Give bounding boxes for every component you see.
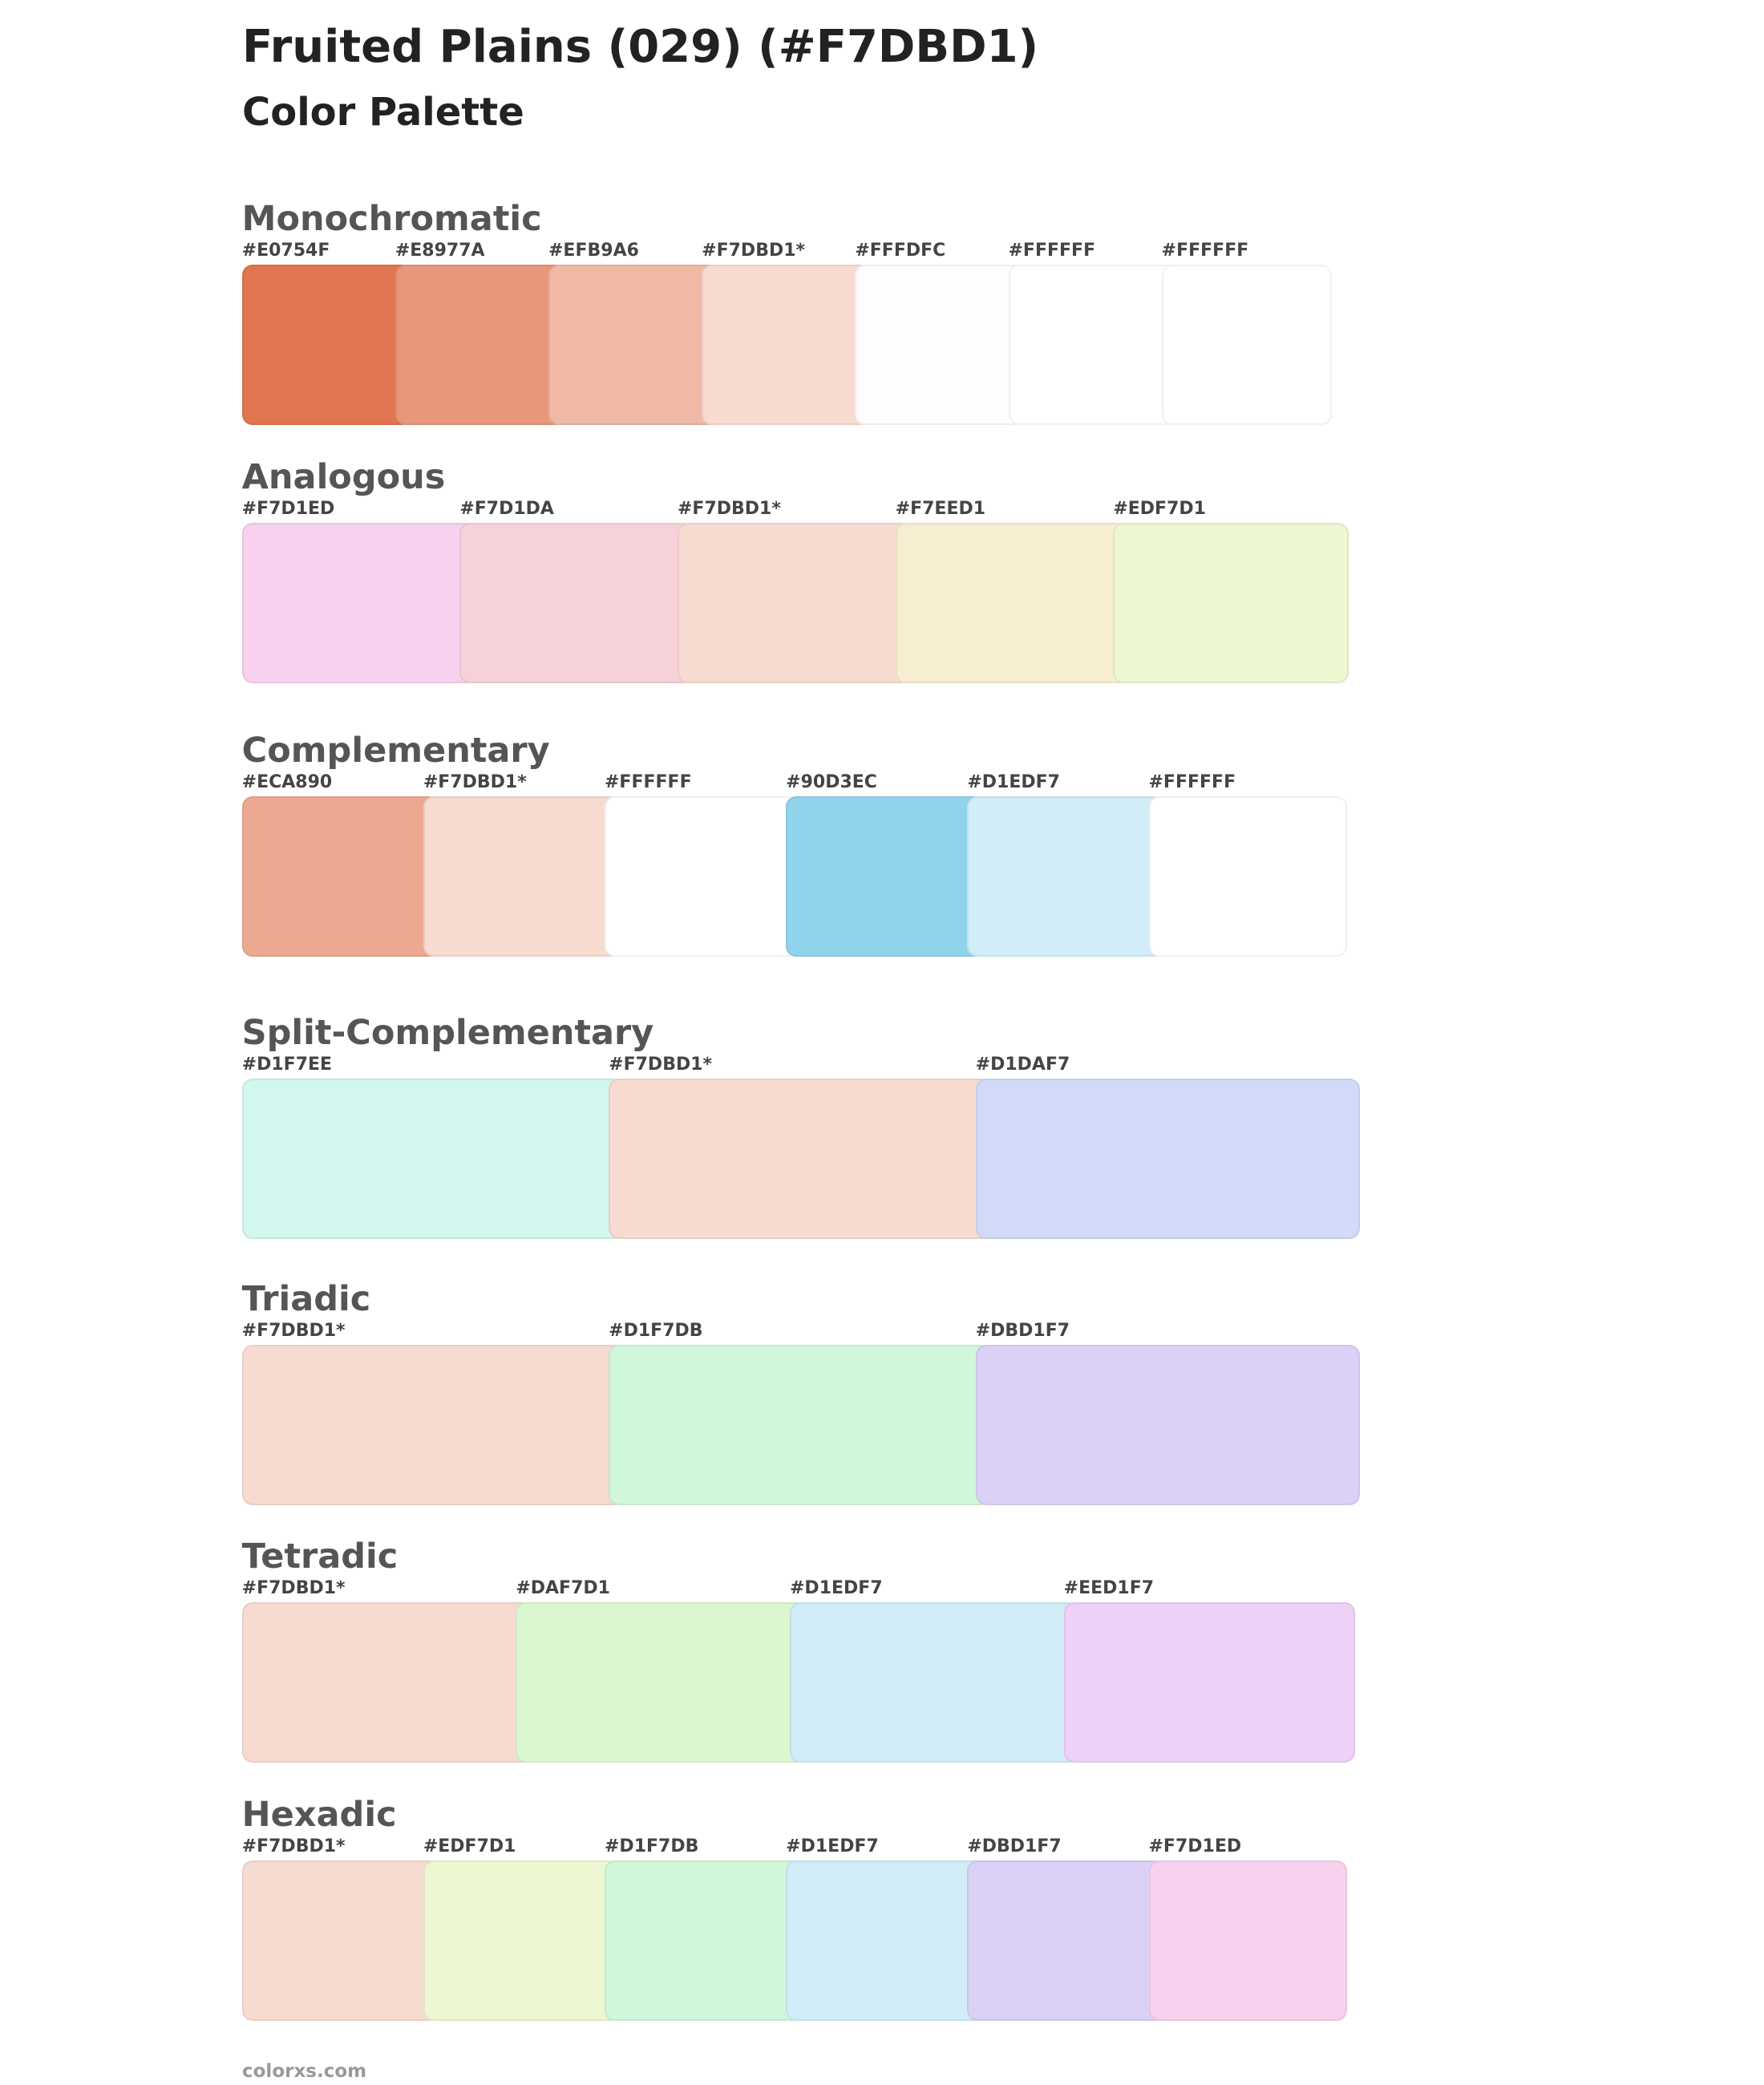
swatch (702, 265, 872, 425)
swatch (1148, 1860, 1348, 2021)
swatch-label: #D1F7DB (605, 1836, 699, 1856)
swatch (241, 1602, 533, 1763)
swatch (855, 265, 1026, 425)
section-heading: Hexadic (241, 1795, 397, 1835)
swatch-label: #FFFDFC (855, 241, 946, 261)
swatch-label: #DBD1F7 (967, 1836, 1062, 1856)
title: Fruited Plains (029) (#F7DBD1) (242, 21, 1039, 73)
swatch (394, 265, 566, 425)
swatch (967, 1860, 1167, 2021)
swatch-label: #F7D1ED (241, 498, 335, 519)
section-heading: Analogous (241, 456, 446, 497)
swatch-label: #ECA890 (241, 772, 333, 793)
swatch-label: #FFFFFF (1008, 241, 1096, 261)
swatch (423, 796, 622, 957)
swatch-label: #F7D1DA (459, 498, 554, 519)
swatch-label: #D1EDF7 (790, 1578, 883, 1599)
swatch (967, 796, 1167, 957)
swatch-label: #F7DBD1* (423, 772, 527, 793)
swatch-label: #D1F7EE (241, 1055, 333, 1075)
swatch-label: #F7DBD1* (241, 1578, 346, 1599)
section-heading: Triadic (241, 1278, 371, 1319)
footer: colorxs.com (242, 2061, 367, 2082)
swatch-label: #FFFFFF (1161, 241, 1249, 261)
swatch (241, 1344, 626, 1505)
swatch (1161, 265, 1333, 425)
subtitle: Color Palette (242, 90, 524, 135)
swatch (895, 522, 1131, 683)
swatch (786, 1860, 985, 2021)
swatch (241, 265, 413, 425)
swatch (605, 1860, 803, 2021)
swatch-label: #D1EDF7 (786, 1836, 879, 1856)
swatch (786, 796, 985, 957)
swatch-label: #F7DBD1* (678, 498, 781, 519)
swatch (605, 796, 803, 957)
section-heading: Tetradic (241, 1536, 399, 1577)
swatch (241, 1079, 626, 1239)
swatch-label: #DAF7D1 (516, 1578, 610, 1599)
swatch-label: #F7DBD1* (241, 1320, 346, 1341)
swatch-label: #D1EDF7 (967, 772, 1060, 793)
swatch (548, 265, 719, 425)
swatch-label: #FFFFFF (1148, 772, 1236, 793)
swatch (241, 522, 477, 683)
swatch-label: #EFB9A6 (548, 241, 639, 261)
swatch (1148, 796, 1348, 957)
swatch-label: #90D3EC (786, 772, 877, 793)
swatch (459, 522, 695, 683)
section-heading: Complementary (241, 731, 550, 771)
swatch (1008, 265, 1179, 425)
swatch-label: #F7DBD1* (241, 1836, 346, 1856)
swatch-label: #DBD1F7 (975, 1320, 1070, 1341)
swatch (241, 1860, 441, 2021)
swatch-label: #F7EED1 (895, 498, 986, 519)
swatch-label: #EDF7D1 (1113, 498, 1206, 519)
swatch-label: #F7DBD1* (609, 1055, 713, 1075)
swatch (1063, 1602, 1355, 1763)
swatch-label: #FFFFFF (605, 772, 692, 793)
swatch-label: #F7DBD1* (702, 241, 806, 261)
swatch-label: #EED1F7 (1063, 1578, 1155, 1599)
swatch-label: #D1DAF7 (975, 1055, 1070, 1075)
swatch (423, 1860, 622, 2021)
swatch (609, 1079, 993, 1239)
swatch (1113, 522, 1349, 683)
swatch (678, 522, 913, 683)
swatch (609, 1344, 993, 1505)
swatch-label: #E8977A (394, 241, 485, 261)
section-heading: Monochromatic (241, 199, 542, 239)
swatch (516, 1602, 807, 1763)
swatch-label: #D1F7DB (609, 1320, 703, 1341)
swatch-label: #EDF7D1 (423, 1836, 516, 1856)
swatch (790, 1602, 1082, 1763)
swatch-label: #F7D1ED (1148, 1836, 1242, 1856)
swatch (241, 796, 441, 957)
swatch-label: #E0754F (241, 241, 330, 261)
swatch (975, 1344, 1360, 1505)
section-heading: Split-Complementary (241, 1013, 654, 1053)
swatch (975, 1079, 1360, 1239)
